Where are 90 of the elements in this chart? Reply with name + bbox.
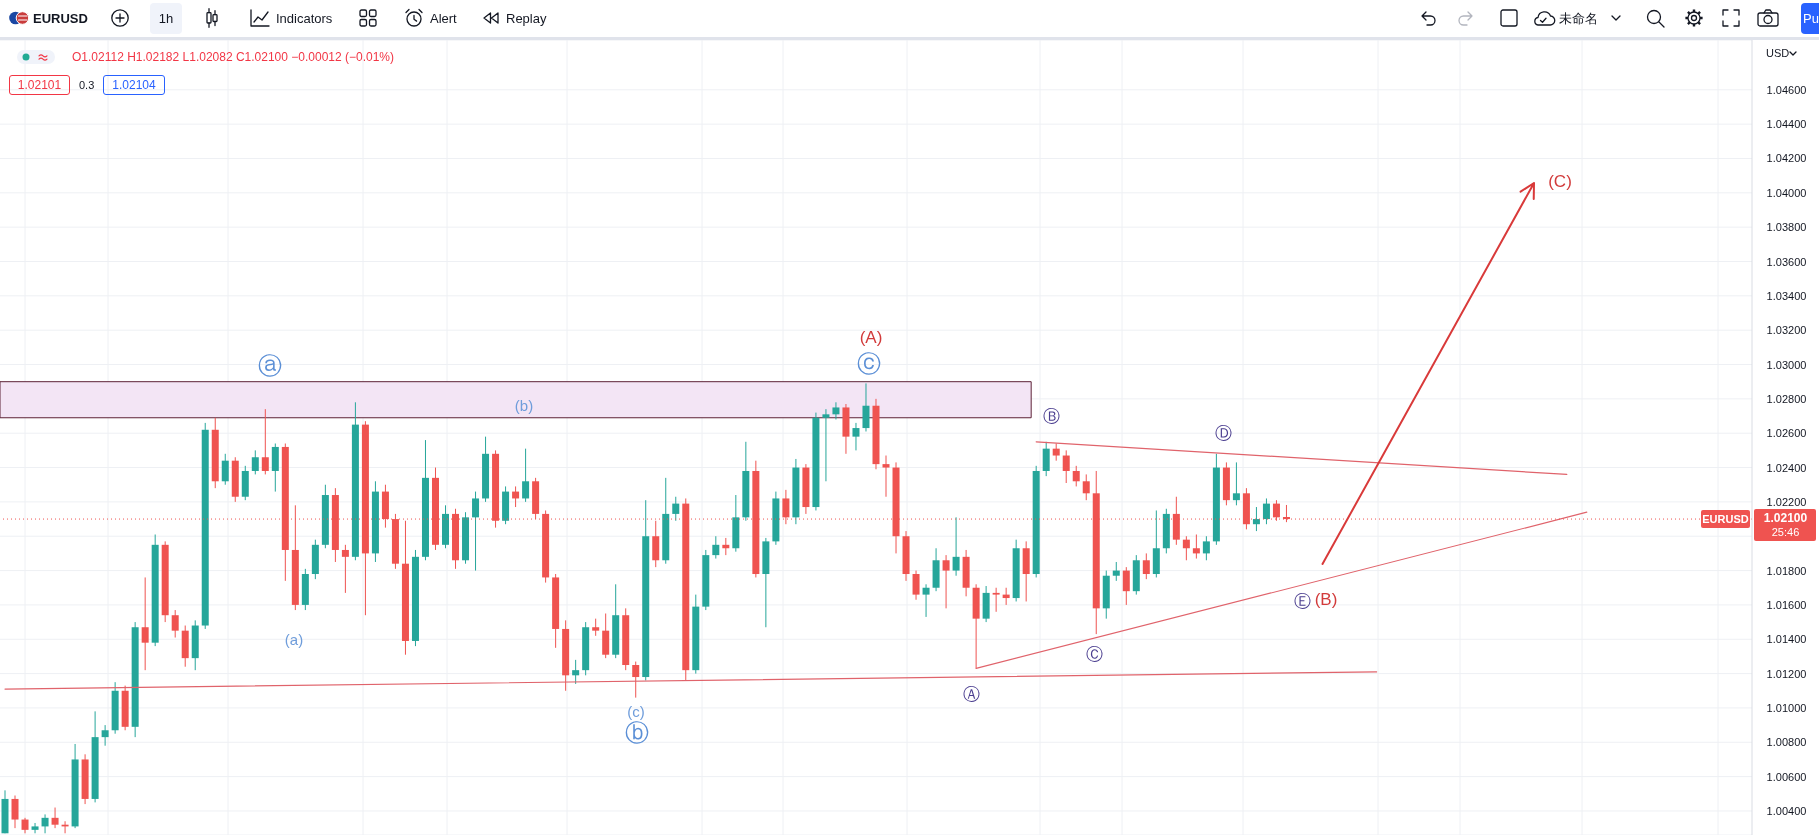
y-tick-label: 1.02600 bbox=[1766, 427, 1807, 440]
candlestick bbox=[992, 587, 1000, 613]
y-tick-label: 1.00600 bbox=[1766, 770, 1807, 783]
y-tick-label: 1.01600 bbox=[1766, 598, 1807, 611]
y-tick-label: 1.01400 bbox=[1766, 633, 1807, 646]
price-box: 1.02101 bbox=[9, 75, 70, 95]
candlestick bbox=[1202, 535, 1210, 561]
y-tick-label: 1.00800 bbox=[1766, 736, 1807, 749]
candlestick bbox=[1232, 461, 1240, 506]
candlestick bbox=[832, 401, 840, 420]
y-tick-label: 1.03600 bbox=[1766, 255, 1807, 268]
text: 1.02100 bbox=[1763, 511, 1808, 526]
candlestick bbox=[1122, 566, 1130, 606]
candlestick bbox=[1192, 534, 1200, 560]
candlestick bbox=[632, 661, 640, 699]
annotation: 0.3 bbox=[79, 78, 95, 91]
candlestick bbox=[672, 496, 680, 522]
y-tick-label: 1.02400 bbox=[1766, 461, 1807, 474]
annotation: (B) bbox=[1314, 589, 1338, 609]
candlestick bbox=[1042, 441, 1050, 477]
candlestick bbox=[1262, 497, 1270, 525]
candlestick bbox=[862, 382, 870, 432]
annotation: Ⓓ bbox=[1214, 422, 1232, 443]
candlestick bbox=[1082, 473, 1090, 501]
y-tick-label: 1.01200 bbox=[1766, 667, 1807, 680]
text: Alert bbox=[430, 10, 457, 26]
candlestick bbox=[472, 491, 480, 572]
candlestick bbox=[141, 576, 149, 671]
annotation: ⓑ bbox=[625, 719, 649, 747]
y-tick-label: 1.03200 bbox=[1766, 324, 1807, 337]
annotation: (a) bbox=[284, 630, 304, 648]
text: 25:46 bbox=[1771, 526, 1800, 539]
candlestick bbox=[882, 455, 890, 498]
candlestick bbox=[522, 448, 530, 503]
y-tick-label: 1.04000 bbox=[1766, 186, 1807, 199]
button: Pu bbox=[1801, 3, 1819, 34]
annotation: ⓐ bbox=[258, 352, 282, 380]
candlestick bbox=[171, 609, 179, 639]
candlestick bbox=[11, 795, 19, 829]
candlestick bbox=[251, 449, 259, 475]
y-axis-title: USD bbox=[1766, 46, 1790, 59]
candlestick bbox=[101, 724, 109, 747]
candlestick bbox=[1072, 465, 1080, 487]
text: Replay bbox=[506, 10, 547, 26]
y-tick-label: 1.04600 bbox=[1766, 83, 1807, 96]
candlestick bbox=[341, 544, 349, 594]
tab: 1h bbox=[150, 3, 182, 34]
candlestick bbox=[852, 422, 860, 451]
y-tick-label: 1.04200 bbox=[1766, 152, 1807, 165]
candlestick bbox=[942, 554, 950, 609]
annotation: (C) bbox=[1548, 171, 1572, 191]
candlestick bbox=[51, 807, 59, 829]
candlestick bbox=[922, 583, 930, 618]
annotation: Ⓐ bbox=[962, 683, 980, 704]
candlestick bbox=[952, 516, 960, 577]
candlestick bbox=[1142, 552, 1150, 580]
y-tick-label: 1.01000 bbox=[1766, 701, 1807, 714]
price-box: 1.02104 bbox=[103, 75, 165, 95]
candlestick bbox=[1062, 449, 1070, 484]
y-tick-label: 1.00400 bbox=[1766, 804, 1807, 817]
candlestick bbox=[261, 408, 269, 475]
text: Indicators bbox=[276, 10, 333, 26]
annotation: Ⓒ bbox=[1085, 643, 1103, 664]
y-tick-label: 1.03000 bbox=[1766, 358, 1807, 371]
annotation: (c) bbox=[627, 702, 645, 720]
text: 未命名 bbox=[1559, 10, 1598, 26]
chart-title: EURUSD bbox=[33, 10, 88, 26]
candlestick bbox=[712, 535, 720, 560]
candlestick bbox=[1112, 561, 1120, 582]
annotation: (b) bbox=[514, 396, 534, 414]
annotation: ⓒ bbox=[857, 350, 881, 378]
y-tick-label: 1.04400 bbox=[1766, 118, 1807, 131]
y-tick-label: 1.01800 bbox=[1766, 564, 1807, 577]
annotation: Ⓔ bbox=[1293, 590, 1311, 611]
candlestick bbox=[912, 570, 920, 601]
candlestick bbox=[221, 453, 229, 486]
candlestick bbox=[31, 822, 39, 834]
candlestick bbox=[822, 408, 830, 482]
candlestick bbox=[1182, 535, 1190, 561]
y-tick-label: 1.03800 bbox=[1766, 221, 1807, 234]
ref-line-label: EURUSD bbox=[1702, 513, 1749, 526]
y-tick-label: 1.03400 bbox=[1766, 289, 1807, 302]
candlestick bbox=[1252, 506, 1260, 532]
candlestick bbox=[572, 659, 580, 685]
annotation: Ⓑ bbox=[1042, 405, 1060, 426]
annotation: O1.02112 H1.02182 L1.02082 C1.02100 −0.00012 (−0.01%) bbox=[72, 50, 395, 64]
annotation: (A) bbox=[859, 327, 883, 347]
y-tick-label: 1.02800 bbox=[1766, 392, 1807, 405]
candlestick bbox=[41, 813, 49, 834]
y-tick-label: 1.02200 bbox=[1766, 495, 1807, 508]
